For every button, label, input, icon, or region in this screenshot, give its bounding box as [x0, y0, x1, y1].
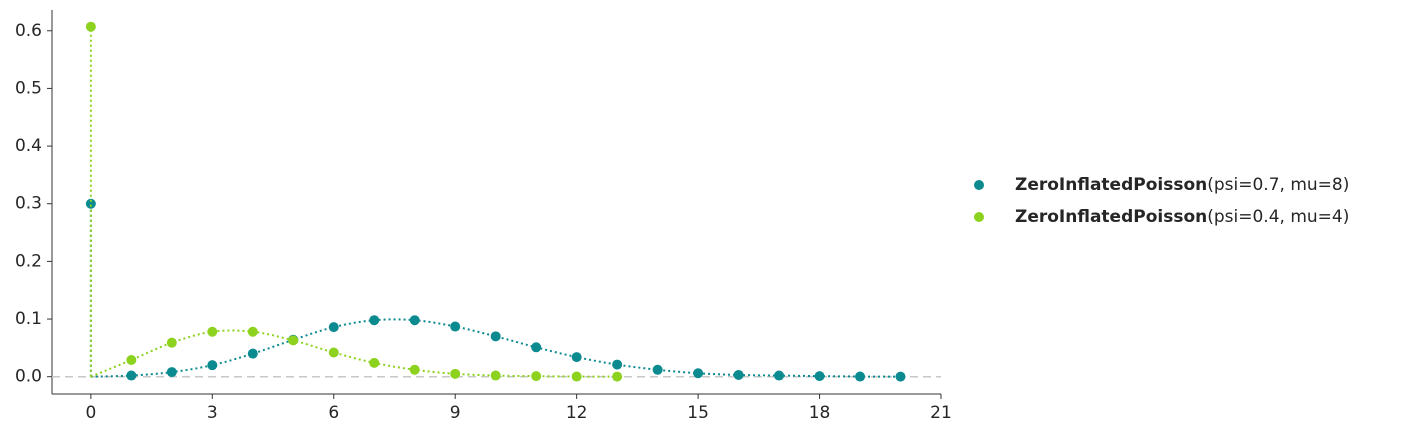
point: [531, 342, 542, 353]
legend-marker: [974, 212, 984, 222]
x-tick-label: 15: [687, 403, 709, 423]
point: [450, 368, 461, 379]
point: [693, 368, 704, 379]
x-tick-label: 3: [207, 403, 218, 423]
y-tick-label: 0.2: [15, 251, 42, 271]
point: [855, 371, 866, 382]
y-tick-label: 0.5: [15, 78, 42, 98]
y-tick-label: 0.6: [15, 21, 42, 41]
legend-label: ZeroInflatedPoisson(psi=0.4, mu=4): [1015, 207, 1349, 227]
point: [531, 371, 542, 382]
x-tick-label: 6: [328, 403, 339, 423]
point: [490, 331, 501, 342]
legend-label: ZeroInflatedPoisson(psi=0.7, mu=8): [1015, 175, 1349, 195]
point: [85, 21, 96, 32]
point: [571, 371, 582, 382]
point: [814, 371, 825, 382]
point: [328, 322, 339, 333]
point: [612, 371, 623, 382]
point: [490, 370, 501, 381]
point: [895, 371, 906, 382]
x-tick-label: 9: [450, 403, 461, 423]
y-tick-label: 0.0: [15, 367, 42, 387]
y-tick-label: 0.1: [15, 309, 42, 329]
x-tick-label: 18: [809, 403, 831, 423]
point: [85, 198, 96, 209]
point: [733, 369, 744, 380]
point: [450, 321, 461, 332]
point: [571, 352, 582, 363]
point: [207, 360, 218, 371]
point: [126, 370, 137, 381]
point: [288, 335, 299, 346]
y-tick-label: 0.3: [15, 194, 42, 214]
point: [247, 326, 258, 337]
point: [369, 357, 380, 368]
y-tick-label: 0.4: [15, 136, 42, 156]
x-tick-label: 21: [930, 403, 952, 423]
point: [774, 370, 785, 381]
legend-marker: [974, 180, 984, 190]
point: [409, 364, 420, 375]
point: [409, 315, 420, 326]
point: [126, 354, 137, 365]
point: [166, 367, 177, 378]
point: [612, 359, 623, 370]
x-tick-label: 0: [85, 403, 96, 423]
x-tick-label: 12: [566, 403, 588, 423]
point: [247, 348, 258, 359]
point: [652, 364, 663, 375]
point: [207, 326, 218, 337]
point: [328, 347, 339, 358]
point: [166, 337, 177, 348]
point: [369, 315, 380, 326]
